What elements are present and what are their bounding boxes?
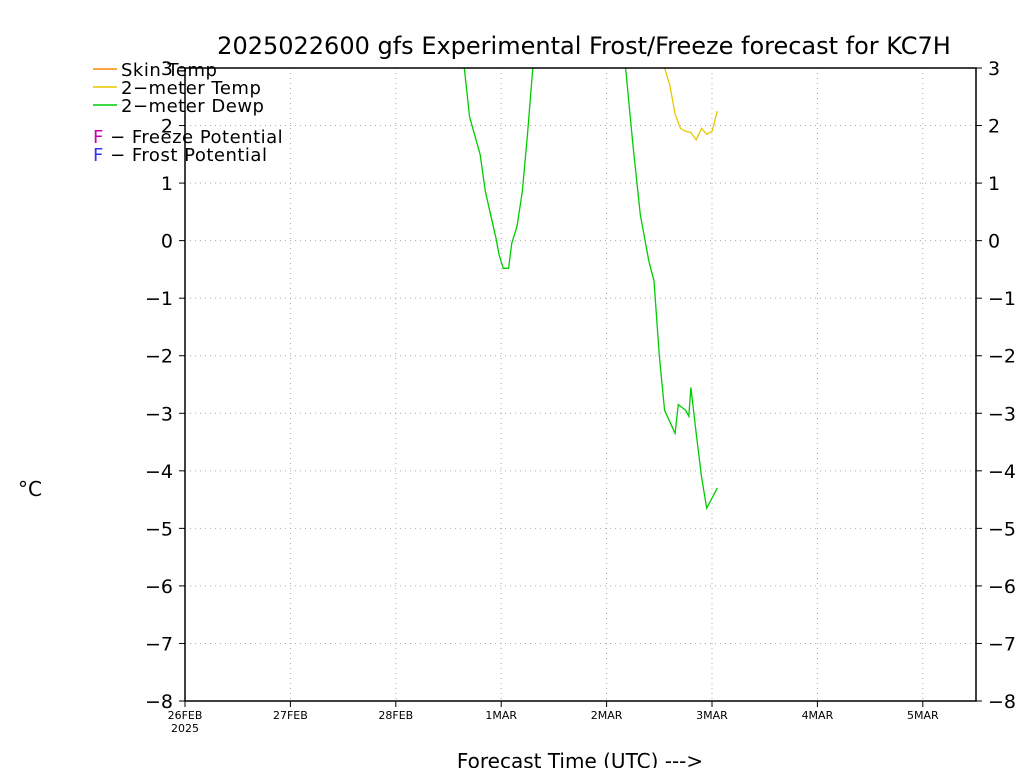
y-tick-label-left: −7 [145,633,173,655]
y-tick-label-right: −2 [988,346,1016,368]
y-tick-label-right: 2 [988,116,1000,138]
legend-label: Skin Temp [121,60,217,81]
y-tick-label-left: 3 [161,58,173,80]
y-tick-label-right: 3 [988,58,1000,80]
y-tick-label-right: −8 [988,691,1016,713]
y-tick-label-right: −1 [988,288,1016,310]
x-tick-label: 4MAR [802,709,834,722]
legend-potential-label: − Freeze Potential [104,127,283,148]
y-tick-label-left: −8 [145,691,173,713]
legend-label: 2−meter Temp [121,78,261,99]
y-tick-label-left: −3 [145,403,173,425]
x-tick-label: 3MAR [696,709,728,722]
legend-potential-label: − Frost Potential [104,145,268,166]
x-tick-label: 1MAR [485,709,517,722]
y-tick-label-right: −4 [988,461,1016,483]
series-line-2-meter-temp [663,67,718,142]
y-tick-label-left: 0 [161,231,173,253]
y-tick-label-left: 2 [161,116,173,138]
y-tick-label-left: −1 [145,288,173,310]
legend-potential-letter: F [93,145,104,166]
x-tick-sublabel: 2025 [171,722,199,735]
x-tick-label: 27FEB [273,709,308,722]
grid-lines [185,68,976,701]
legend-potential-entry: F − Freeze Potential [93,127,283,148]
y-tick-label-right: 0 [988,231,1000,253]
y-tick-label-left: −5 [145,518,173,540]
legend-label: 2−meter Dewp [121,96,264,117]
legend-potential-entry: F − Frost Potential [93,145,267,166]
y-tick-label-right: −6 [988,576,1016,598]
x-tick-label: 26FEB [168,709,203,722]
y-tick-label-right: −3 [988,403,1016,425]
y-tick-label-left: 1 [161,173,173,195]
y-tick-label-right: 1 [988,173,1000,195]
y-tick-label-left: −2 [145,346,173,368]
plot-frame [184,67,977,702]
series-lines [463,67,718,511]
y-tick-label-left: −4 [145,461,173,483]
chart-title: 2025022600 gfs Experimental Frost/Freeze… [217,32,951,60]
x-tick-label: 28FEB [378,709,413,722]
series-line-2-meter-dewp [624,67,718,511]
y-tick-label-left: −6 [145,576,173,598]
x-tick-label: 2MAR [591,709,623,722]
x-tick-label: 5MAR [907,709,939,722]
x-axis-label: Forecast Time (UTC) ---> [457,749,703,768]
y-axis: 3 3 2 2 1 1 0 0 −1 −1 −2 −2 −3 −3 −4 −4 −5 −5 −6 −6 −7 −7 −8 −8 [145,58,1016,713]
series-line-2-meter-dewp [463,67,534,269]
legend-potential-letter: F [93,127,104,148]
y-axis-label: °C [18,477,42,501]
y-tick-label-right: −5 [988,518,1016,540]
y-tick-label-right: −7 [988,633,1016,655]
